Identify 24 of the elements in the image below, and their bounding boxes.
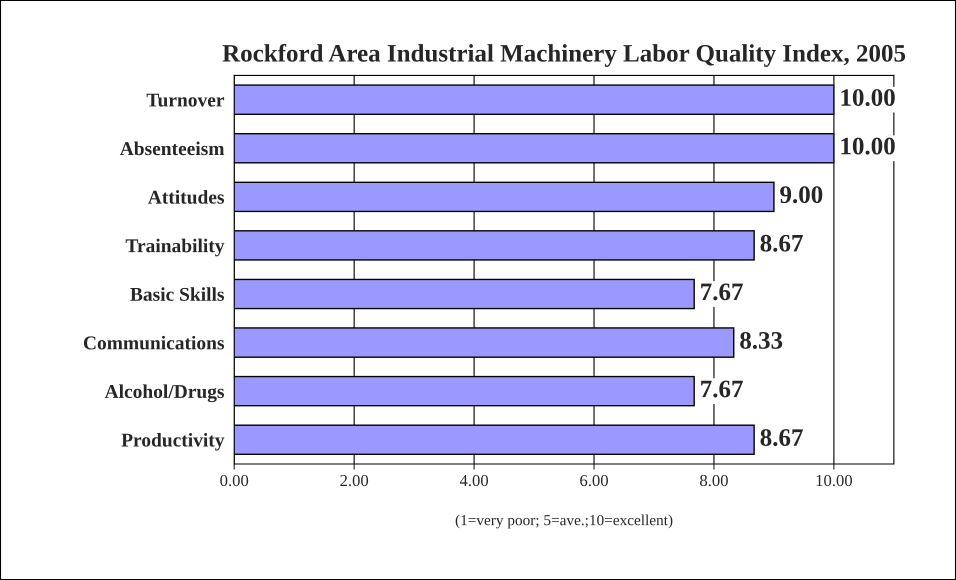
y-tick-label: Alcohol/Drugs bbox=[104, 384, 224, 402]
y-tick-label: Communications bbox=[84, 336, 224, 350]
x-tick-label: 10.00 bbox=[816, 474, 852, 486]
data-label: 8.33 bbox=[740, 332, 782, 349]
data-label: 7.67 bbox=[701, 283, 743, 300]
y-tick-label: Attitudes bbox=[148, 190, 224, 204]
x-axis-title: (1=very poor; 5=ave.;10=excellent) bbox=[456, 514, 672, 528]
y-tick-label: Productivity bbox=[121, 432, 224, 451]
data-label: 10.00 bbox=[841, 138, 895, 155]
y-tick-label: Basic Skills bbox=[130, 287, 224, 301]
data-label: 9.00 bbox=[780, 186, 822, 204]
data-label: 7.67 bbox=[701, 380, 743, 398]
y-tick-label: Turnover bbox=[146, 94, 224, 107]
x-tick-label: 8.00 bbox=[700, 474, 728, 486]
data-label: 8.67 bbox=[760, 234, 803, 252]
x-tick-label: 0.00 bbox=[220, 474, 248, 486]
x-tick-label: 4.00 bbox=[460, 474, 488, 486]
data-label: 10.00 bbox=[841, 89, 895, 106]
y-tick-label: Trainability bbox=[126, 238, 224, 256]
x-tick-label: 6.00 bbox=[580, 474, 608, 486]
y-tick-label: Absenteeism bbox=[120, 142, 224, 156]
x-tick-label: 2.00 bbox=[340, 474, 368, 486]
chart-title: Rockford Area Industrial Machinery Labor Quality Index, 2005 bbox=[222, 44, 906, 67]
data-label: 8.67 bbox=[760, 429, 803, 446]
